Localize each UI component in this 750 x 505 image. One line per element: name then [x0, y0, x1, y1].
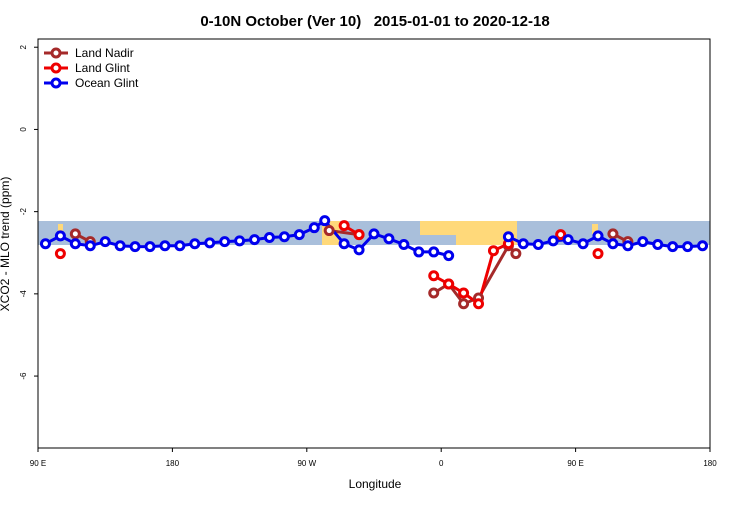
point	[428, 287, 440, 299]
point	[637, 236, 649, 248]
y-tick-label: -6	[19, 372, 28, 380]
point	[219, 236, 231, 248]
point	[129, 241, 141, 253]
point	[319, 215, 331, 227]
land-band	[592, 224, 598, 234]
point	[368, 228, 380, 240]
land-band	[58, 224, 63, 232]
x-axis-label: Longitude	[349, 477, 402, 491]
point	[652, 239, 664, 251]
point	[204, 237, 216, 249]
point	[39, 238, 51, 250]
point	[413, 246, 425, 258]
point	[323, 225, 335, 237]
x-tick-label: 90 E	[30, 459, 46, 468]
point	[577, 238, 589, 250]
point	[428, 270, 440, 282]
point	[174, 240, 186, 252]
point	[69, 228, 81, 240]
point	[443, 278, 455, 290]
point	[189, 238, 201, 250]
point	[592, 248, 604, 260]
land-band	[456, 235, 517, 245]
point	[99, 236, 111, 248]
point	[293, 229, 305, 241]
point	[353, 229, 365, 241]
point	[562, 234, 574, 246]
point	[592, 230, 604, 242]
x-tick-label: 0	[439, 459, 444, 468]
legend-marker	[50, 47, 62, 59]
point	[263, 232, 275, 244]
legend-label: Land Glint	[75, 61, 130, 75]
point	[458, 287, 470, 299]
point	[144, 241, 156, 253]
y-axis-label: XCO2 - MLO trend (ppm)	[0, 177, 12, 312]
point	[532, 239, 544, 251]
y-tick-label: 0	[19, 127, 28, 132]
point	[510, 248, 522, 260]
y-tick-label: 2	[19, 44, 28, 49]
point	[487, 245, 499, 257]
chart-title: 0-10N October (Ver 10) 2015-01-01 to 202…	[200, 13, 549, 30]
point	[234, 235, 246, 247]
point	[338, 238, 350, 250]
series-line	[74, 229, 629, 306]
x-tick-label: 180	[703, 459, 717, 468]
point	[54, 248, 66, 260]
legend-label: Ocean Glint	[75, 76, 139, 90]
point	[607, 238, 619, 250]
point	[159, 240, 171, 252]
point	[622, 240, 634, 252]
point	[547, 235, 559, 247]
point	[697, 240, 709, 252]
point	[84, 240, 96, 252]
point	[428, 246, 440, 258]
point	[458, 298, 470, 310]
point	[114, 240, 126, 252]
x-tick-label: 90 E	[567, 459, 583, 468]
point	[667, 241, 679, 253]
land-band	[420, 221, 517, 235]
point	[308, 222, 320, 234]
point	[607, 228, 619, 240]
point	[383, 233, 395, 245]
point	[555, 229, 567, 241]
y-tick-label: -2	[19, 208, 28, 216]
point	[473, 298, 485, 310]
point	[338, 220, 350, 232]
point	[398, 239, 410, 251]
point	[502, 231, 514, 243]
plot-frame	[37, 38, 711, 449]
point	[517, 238, 529, 250]
x-tick-label: 90 W	[297, 459, 316, 468]
legend-marker	[50, 62, 62, 74]
point	[278, 231, 290, 243]
point	[443, 250, 455, 262]
point	[69, 238, 81, 250]
point	[54, 230, 66, 242]
point	[249, 234, 261, 246]
point	[682, 241, 694, 253]
legend-marker	[50, 77, 62, 89]
x-tick-label: 180	[166, 459, 180, 468]
legend-label: Land Nadir	[75, 46, 134, 60]
y-tick-label: -4	[19, 290, 28, 298]
point	[353, 244, 365, 256]
